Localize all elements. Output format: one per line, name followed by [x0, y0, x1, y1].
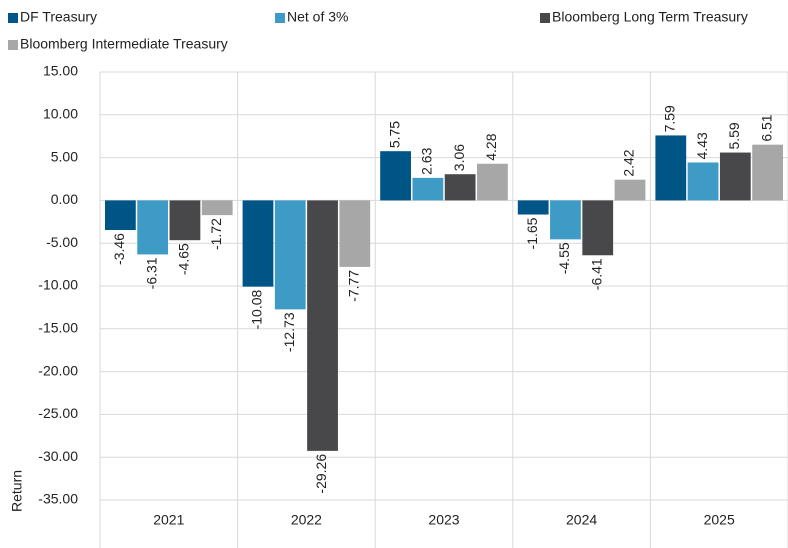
y-axis-label: Return: [9, 470, 25, 512]
y-tick-label: -15.00: [38, 320, 78, 336]
data-label: -1.72: [208, 218, 224, 250]
bar: [444, 174, 476, 201]
y-tick-label: -25.00: [38, 405, 78, 421]
legend-label: Bloomberg Intermediate Treasury: [20, 36, 228, 52]
data-label: 2.63: [419, 147, 435, 174]
data-label: 5.59: [726, 122, 742, 149]
legend-swatch: [8, 13, 18, 23]
bar: [307, 200, 338, 451]
bar: [105, 200, 136, 231]
legend-label: Net of 3%: [287, 9, 348, 25]
data-label: -6.31: [143, 257, 159, 289]
data-label: 6.51: [758, 114, 774, 141]
data-label: 7.59: [661, 105, 677, 132]
data-label: 3.06: [451, 144, 467, 171]
data-label: -7.77: [346, 270, 362, 302]
bar: [201, 200, 233, 216]
legend-swatch: [275, 13, 285, 23]
y-tick-label: -5.00: [46, 234, 78, 250]
bar: [719, 152, 751, 201]
x-tick-label: 2021: [153, 512, 184, 528]
data-label: -10.08: [249, 289, 265, 329]
data-label: -12.73: [281, 312, 297, 352]
data-label: -4.55: [556, 242, 572, 274]
data-label: -29.26: [313, 454, 329, 494]
y-tick-label: -30.00: [38, 448, 78, 464]
bar: [752, 144, 783, 201]
y-tick-label: -35.00: [38, 491, 78, 507]
bar: [242, 200, 274, 287]
x-tick-label: 2022: [291, 512, 322, 528]
bar: [412, 177, 444, 201]
bar: [339, 200, 371, 267]
bar: [614, 179, 646, 201]
data-label: -3.46: [111, 233, 127, 265]
data-label: 5.75: [386, 121, 402, 148]
bar: [687, 162, 719, 201]
y-tick-label: 15.00: [43, 63, 78, 79]
bar: [380, 151, 411, 201]
y-tick-label: 5.00: [51, 148, 78, 164]
data-label: -1.65: [524, 217, 540, 249]
data-label: 4.43: [694, 132, 710, 159]
y-tick-label: -20.00: [38, 362, 78, 378]
legend-swatch: [8, 40, 18, 50]
legend-label: Bloomberg Long Term Treasury: [552, 9, 748, 25]
bar: [274, 200, 306, 310]
data-label: -4.65: [176, 243, 192, 275]
x-tick-label: 2024: [566, 512, 597, 528]
y-tick-label: 10.00: [43, 106, 78, 122]
bar: [550, 200, 581, 240]
data-label: 4.28: [483, 133, 499, 160]
legend-swatch: [540, 13, 550, 23]
bar: [477, 163, 508, 201]
y-tick-label: -10.00: [38, 277, 78, 293]
bar: [655, 135, 687, 201]
bar: [137, 200, 169, 255]
bar: [169, 200, 201, 241]
data-label: 2.42: [621, 149, 637, 176]
x-tick-label: 2023: [428, 512, 459, 528]
y-tick-label: 0.00: [51, 191, 78, 207]
bar: [582, 200, 614, 256]
x-tick-label: 2025: [704, 512, 735, 528]
legend-label: DF Treasury: [20, 9, 97, 25]
bar: [517, 200, 549, 215]
data-label: -6.41: [588, 258, 604, 290]
